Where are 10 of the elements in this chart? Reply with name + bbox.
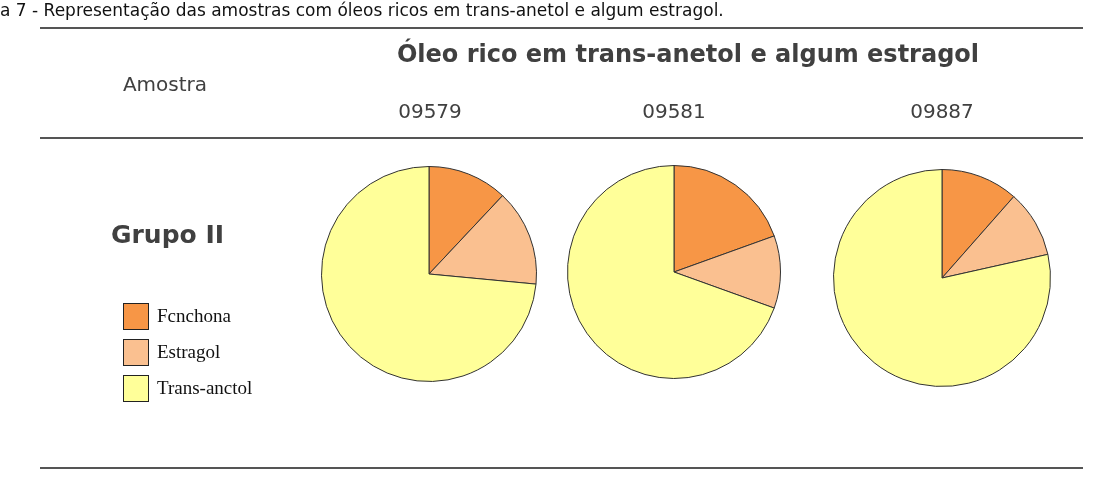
chart-title: 09581 <box>641 99 707 123</box>
text: Óleo rico em trans-anetol e algum estragol <box>395 40 981 68</box>
text: a 7 - Representação das amostras com óleos ricos em trans-anetol e algum estragol. <box>0 0 724 20</box>
text: Amostra <box>121 72 209 96</box>
text: Grupo II <box>110 220 225 249</box>
legend-label: Fcnchona <box>157 305 231 327</box>
legend-label: Estragol <box>157 341 221 363</box>
legend-label: Trans-anctol <box>157 377 253 399</box>
chart-title: 09579 <box>397 99 463 123</box>
chart-title: 09887 <box>909 99 975 123</box>
